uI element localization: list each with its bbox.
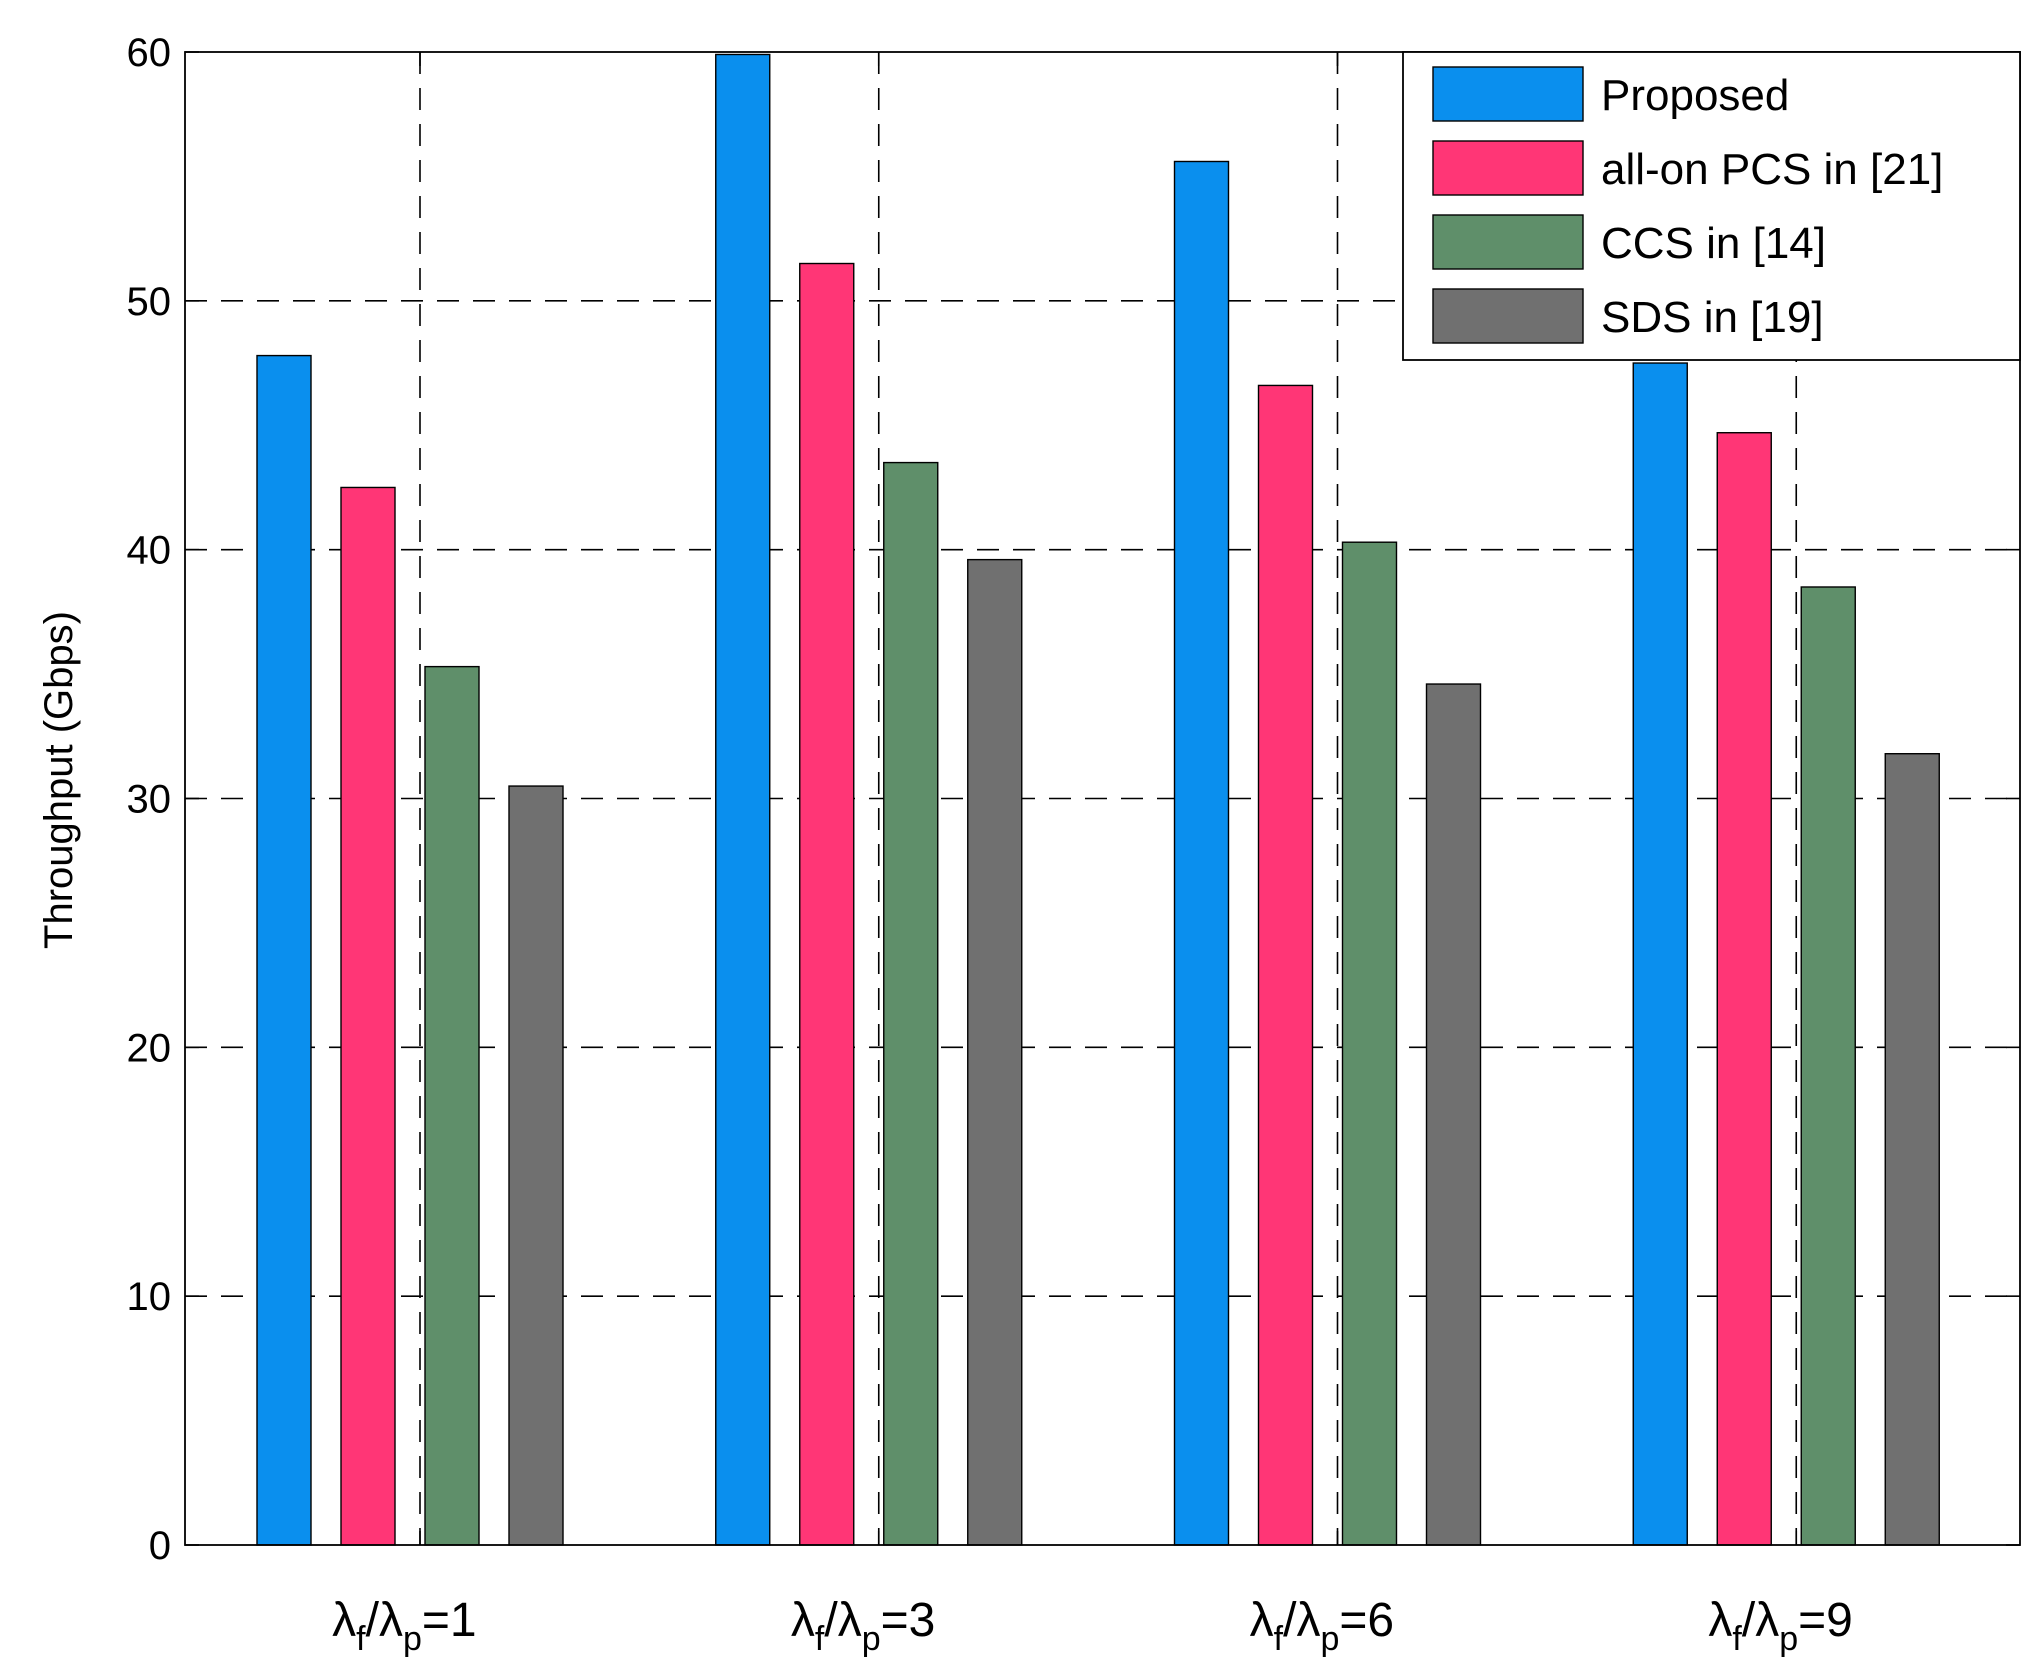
bar-ccs-in-14--1 [424,665,480,1546]
label-part: =1 [422,1594,477,1647]
legend-label: all-on PCS in [21] [1601,145,1943,194]
bar-all-on-pcs-in-21--1 [340,486,396,1546]
axis-layer: 0 10 20 30 40 50 60 [127,31,2021,1568]
label-subscript: p [403,1620,422,1658]
bar-sds-in-19--4 [1884,753,1940,1546]
x-tick-label: λf/λp=3 [791,1594,935,1658]
label-subscript: p [1779,1620,1798,1658]
bar-layer [256,53,1940,1546]
bar-all-on-pcs-in-21--3 [1257,384,1314,1546]
label-part: / [824,1594,838,1647]
label-part: =9 [1798,1594,1853,1647]
x-tick-labels: λf/λp=1 λf/λp=3 λf/λp=6 λf/λp=9 [332,1594,1853,1658]
label-subscript: f [1274,1620,1284,1658]
label-subscript: f [815,1620,825,1658]
bar-sds-in-19--1 [508,785,564,1546]
label-part: λ [1250,1594,1274,1647]
bar-all-on-pcs-in-21--2 [799,262,855,1546]
label-part: λ [1708,1594,1732,1647]
x-tick-label: λf/λp=6 [1250,1594,1394,1658]
label-subscript: p [862,1620,881,1658]
bar-sds-in-19--3 [1425,683,1482,1546]
legend-label: SDS in [19] [1601,293,1824,342]
label-part: =6 [1339,1594,1394,1647]
y-tick-label: 60 [127,31,172,75]
y-tick-label: 0 [149,1524,171,1568]
label-subscript: p [1320,1620,1339,1658]
bar-ccs-in-14--3 [1341,541,1398,1546]
label-part: λ [791,1594,815,1647]
label-part: λ [379,1594,403,1647]
label-subscript: f [356,1620,366,1658]
label-subscript: f [1732,1620,1742,1658]
label-part: / [366,1594,380,1647]
bar-ccs-in-14--4 [1800,586,1856,1546]
bar-proposed-3 [1173,160,1230,1546]
bar-ccs-in-14--2 [883,461,939,1546]
bar-proposed-1 [256,354,312,1546]
legend: Proposed all-on PCS in [21] CCS in [14] SDS… [1402,51,2021,361]
y-tick-label: 40 [127,529,172,573]
bar-proposed-4 [1632,362,1688,1546]
x-tick-label: λf/λp=9 [1708,1594,1852,1658]
x-tick-label: λf/λp=1 [332,1594,476,1658]
label-part: =3 [881,1594,936,1647]
legend-swatch [1432,288,1584,344]
label-part: λ [838,1594,862,1647]
y-tick-label: 10 [127,1275,172,1319]
y-tick-label: 50 [127,280,172,324]
legend-swatch [1432,214,1584,270]
bar-all-on-pcs-in-21--4 [1716,432,1772,1546]
label-part: / [1283,1594,1297,1647]
legend-label: Proposed [1601,71,1789,120]
legend-swatch [1432,66,1584,122]
y-tick-label: 20 [127,1026,172,1070]
legend-swatch [1432,140,1584,196]
y-tick-label: 30 [127,778,172,822]
bar-proposed-2 [715,53,771,1546]
y-axis-title: Throughput (Gbps) [37,611,81,949]
bar-sds-in-19--2 [967,558,1023,1546]
grid-layer [185,52,2020,1545]
label-part: λ [1296,1594,1320,1647]
label-part: λ [332,1594,356,1647]
legend-label: CCS in [14] [1601,219,1826,268]
label-part: λ [1755,1594,1779,1647]
label-part: / [1742,1594,1756,1647]
